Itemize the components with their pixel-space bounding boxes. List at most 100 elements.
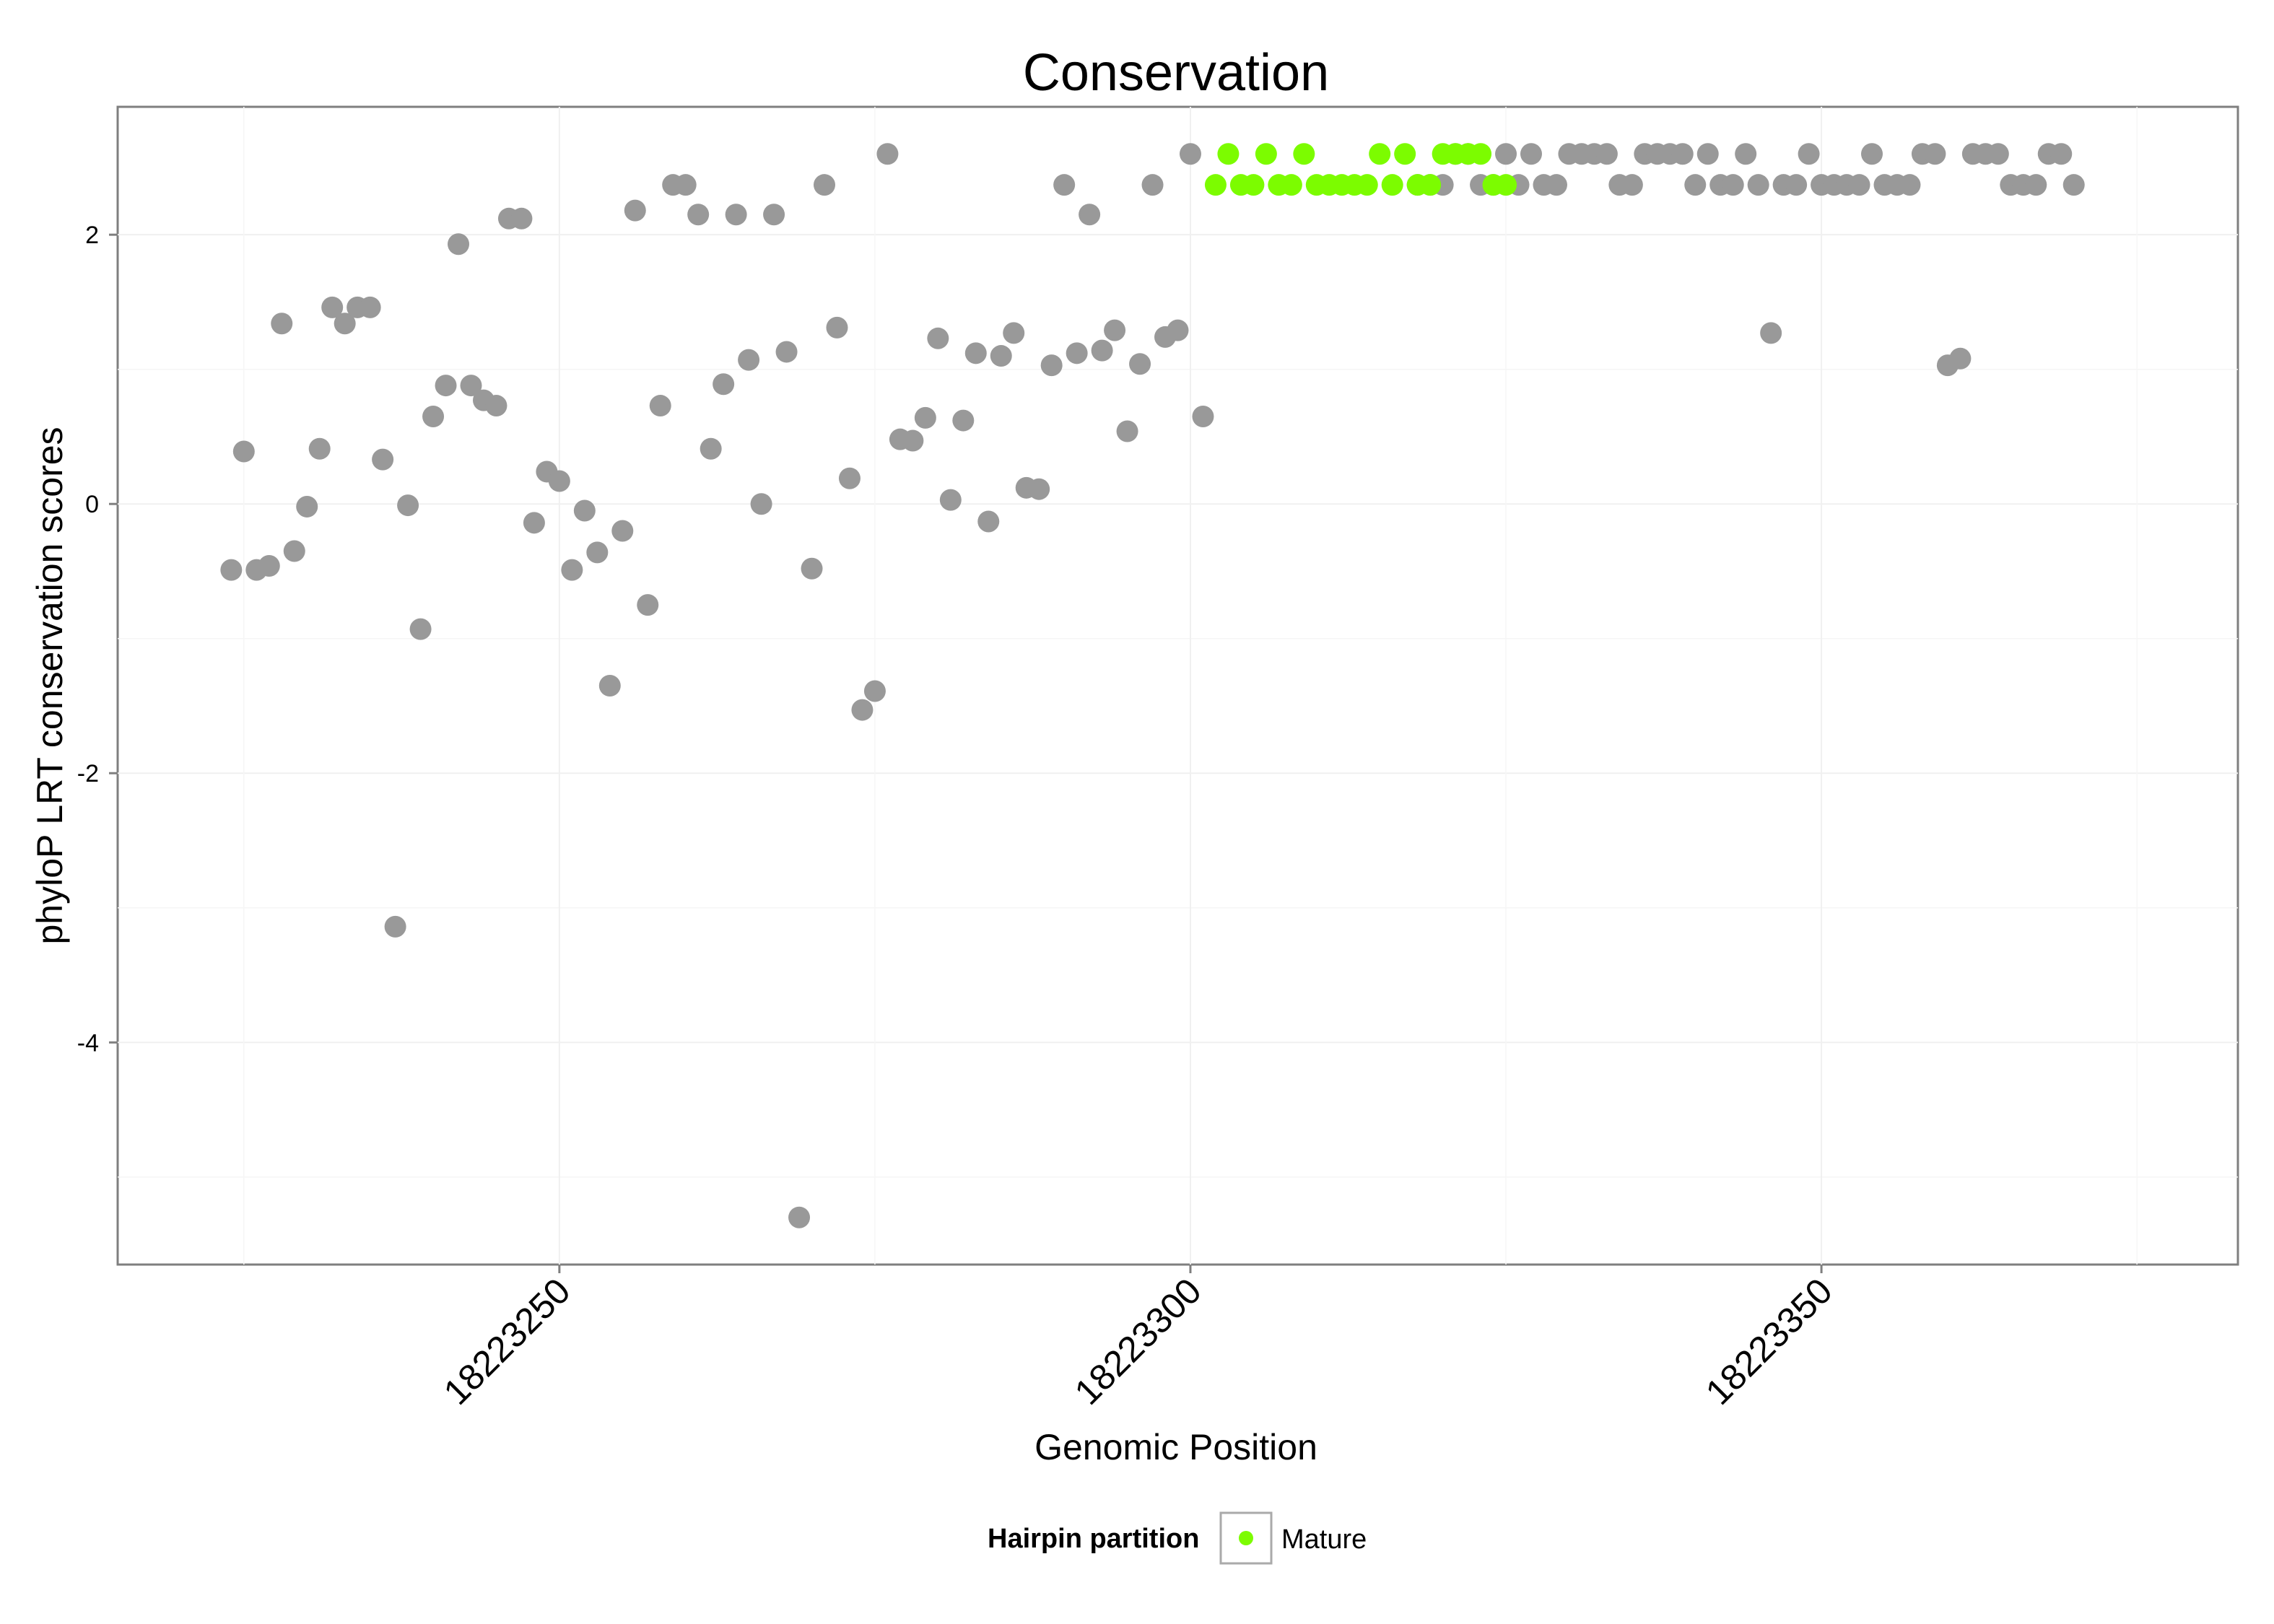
data-point [1798,143,1820,165]
data-point [964,342,987,364]
data-point [1066,342,1088,364]
data-point-mature [1381,174,1403,196]
data-point [308,437,331,460]
data-point [1545,174,1567,196]
x-tick-label: 18223250 [436,1270,578,1413]
data-point [674,174,697,196]
data-point [283,540,305,562]
chart-title: Conservation [1023,44,1329,102]
y-axis-title: phyloP LRT conservation scores [30,427,70,944]
data-point [258,555,280,577]
data-point [435,375,457,397]
plot-panel [116,105,2239,1266]
data-point [1141,174,1164,196]
data-point-mature [1470,143,1492,165]
data-point [523,512,545,534]
data-point [1192,405,1214,427]
data-point [1091,339,1113,362]
data-point [939,489,962,511]
data-point-mature [1204,174,1227,196]
data-point [409,618,432,640]
data-point [359,296,381,318]
data-point [397,494,419,517]
data-point [725,204,747,226]
data-point [788,1206,811,1228]
data-point [624,199,646,222]
data-point [914,406,936,429]
data-point [637,594,659,616]
legend-title: Hairpin partition [988,1524,1199,1554]
data-point [1671,143,1694,165]
data-point-mature [1356,174,1378,196]
data-point [1003,322,1025,344]
data-point [1760,322,1782,344]
grid-lines [118,107,2238,1265]
data-point [1861,143,1883,165]
y-axis: -4 -2 0 2 [77,222,118,1057]
data-point [1684,174,1707,196]
data-point [1104,319,1126,341]
y-tick-label: 0 [85,491,99,518]
data-point-mature [1280,174,1302,196]
data-point [1899,174,1921,196]
data-point [2050,143,2073,165]
data-point [1747,174,1769,196]
data-point [1924,143,1946,165]
data-point [763,204,785,226]
data-point [510,207,533,230]
data-point [296,495,318,518]
data-point [271,313,293,335]
data-point [738,349,760,371]
data-point [902,429,924,452]
data-point [485,395,507,417]
data-point [687,204,710,226]
data-point [1696,143,1719,165]
data-point-mature [1293,143,1315,165]
data-point [232,440,255,463]
data-point-mature [1495,174,1517,196]
data-point [460,375,482,397]
y-tick-label: -2 [77,760,99,787]
x-axis-title: Genomic Position [1034,1427,1317,1467]
data-point-mature [1369,143,1391,165]
data-point [2062,174,2085,196]
data-point [598,675,621,697]
data-point [2025,174,2047,196]
data-point [1785,174,1808,196]
data-point [863,680,886,702]
data-point [422,405,445,427]
data-point [1520,143,1542,165]
data-point [927,327,949,349]
data-point [1053,174,1076,196]
data-point [1116,420,1138,442]
data-point [851,699,874,721]
data-point [334,313,356,335]
data-point [586,541,609,564]
data-point [1028,478,1050,500]
data-point [1179,143,1201,165]
data-point [990,345,1012,367]
data-point [611,520,634,542]
data-point [220,559,243,581]
data-points [220,143,2085,1228]
data-point [814,174,835,196]
data-point [1495,143,1517,165]
data-point-mature [1242,174,1265,196]
data-point-mature [1255,143,1277,165]
data-point [1079,204,1101,226]
data-point [952,409,975,432]
data-point [649,395,671,417]
data-point [1949,347,1972,370]
data-point [1595,143,1618,165]
data-point [1129,353,1151,375]
data-point [826,316,848,339]
data-point-mature [1217,143,1240,165]
data-point [1987,143,2009,165]
data-point [548,470,570,492]
y-tick-label: -4 [77,1029,99,1057]
data-point [700,437,722,460]
data-point [713,373,735,396]
data-point [448,233,470,256]
data-point [775,341,798,363]
